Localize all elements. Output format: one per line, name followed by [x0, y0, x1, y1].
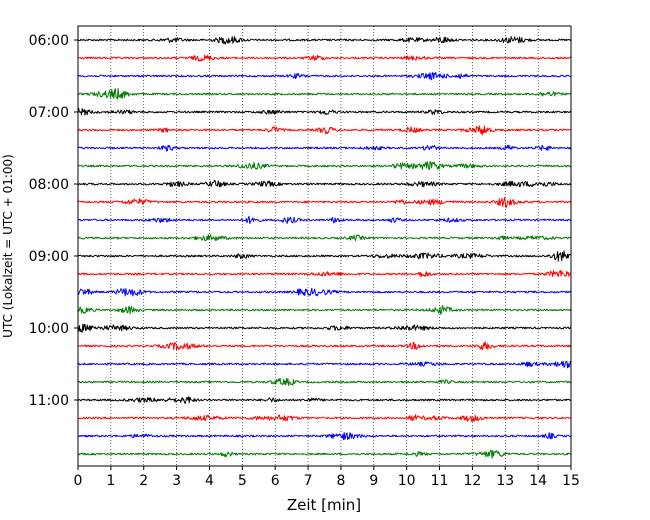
x-tick-label: 14 — [529, 473, 547, 489]
y-tick-label: 08:00 — [29, 177, 69, 193]
x-axis-label: Zeit [min] — [287, 496, 361, 514]
trace-line — [77, 377, 572, 387]
trace-line — [77, 144, 572, 152]
y-axis-label: UTC (Lokalzeit = UTC + 01:00) — [1, 154, 15, 338]
x-tick-label: 3 — [172, 473, 181, 489]
trace-line — [77, 287, 572, 297]
x-tick-label: 12 — [463, 473, 481, 489]
trace-line — [77, 215, 572, 224]
y-tick-label: 11:00 — [29, 393, 69, 409]
trace-line — [77, 196, 572, 208]
trace-line — [77, 396, 572, 405]
trace-line — [77, 449, 572, 459]
x-tick-label: 10 — [398, 473, 416, 489]
x-tick-label: 9 — [369, 473, 378, 489]
trace-line — [77, 54, 572, 62]
trace-line — [77, 432, 572, 441]
plot-frame — [77, 25, 572, 467]
trace-line — [77, 125, 572, 136]
x-tick-label: 13 — [496, 473, 514, 489]
trace-line — [77, 341, 572, 351]
trace-line — [77, 414, 572, 423]
grid — [110, 26, 539, 466]
trace-line — [77, 179, 572, 188]
x-tick-label: 6 — [271, 473, 280, 489]
y-axis: 06:00 07:00 08:00 09:00 10:00 11:00 — [29, 33, 78, 409]
trace-line — [77, 107, 572, 116]
y-tick-label: 06:00 — [29, 33, 69, 49]
x-tick-label: 0 — [74, 473, 83, 489]
trace-line — [77, 161, 572, 171]
x-axis: 0 1 2 3 4 5 6 7 8 9 10 11 12 13 14 15 — [74, 466, 580, 489]
x-tick-label: 15 — [562, 473, 580, 489]
trace-line — [77, 250, 572, 262]
trace-line — [77, 87, 572, 100]
y-tick-label: 10:00 — [29, 321, 69, 337]
trace-line — [77, 323, 572, 333]
x-tick-label: 2 — [139, 473, 148, 489]
x-tick-label: 4 — [205, 473, 214, 489]
x-tick-label: 11 — [431, 473, 449, 489]
trace-line — [77, 360, 572, 369]
y-tick-label: 09:00 — [29, 249, 69, 265]
x-tick-label: 7 — [304, 473, 313, 489]
x-tick-label: 8 — [336, 473, 345, 489]
trace-line — [77, 36, 572, 45]
y-tick-label: 07:00 — [29, 105, 69, 121]
traces — [77, 36, 572, 459]
trace-line — [77, 305, 572, 315]
x-tick-label: 5 — [238, 473, 247, 489]
trace-line — [77, 270, 572, 278]
trace-line — [77, 71, 572, 81]
x-tick-label: 1 — [106, 473, 115, 489]
trace-line — [77, 234, 572, 242]
